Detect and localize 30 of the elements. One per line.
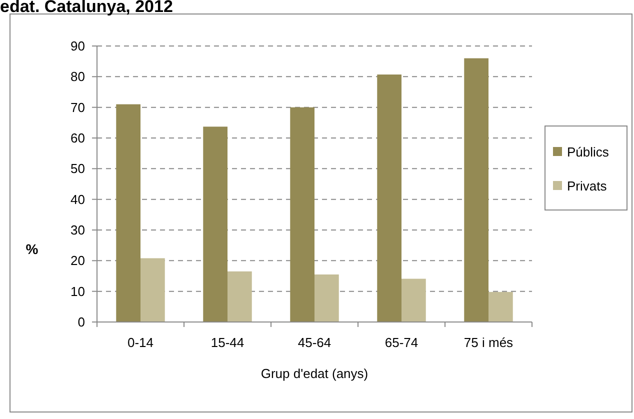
- y-tick-label: 10: [70, 284, 85, 299]
- y-tick-label: 60: [70, 130, 85, 146]
- legend-label: Públics: [567, 144, 610, 160]
- y-tick-label: 20: [70, 253, 85, 268]
- y-tick-label: 0: [78, 314, 85, 330]
- bar: [203, 126, 228, 322]
- y-tick-label: 70: [70, 100, 85, 115]
- y-tick-label: 90: [70, 38, 85, 54]
- bar: [488, 292, 513, 322]
- y-tick-label: 50: [70, 161, 85, 176]
- y-axis-title: %: [26, 241, 39, 257]
- bar: [314, 274, 339, 322]
- bar: [464, 58, 488, 322]
- bar: [402, 278, 426, 322]
- x-tick-label: 0-14: [127, 335, 154, 350]
- bar: [140, 258, 165, 322]
- y-tick-label: 30: [70, 222, 85, 238]
- bar: [116, 104, 140, 322]
- x-axis-title: Grup d'edat (anys): [260, 366, 368, 381]
- x-tick-label: 75 i més: [464, 335, 514, 350]
- legend-label: Privats: [567, 178, 608, 194]
- x-tick-label: 65-74: [384, 335, 418, 350]
- chart-title: edat. Catalunya, 2012: [0, 0, 173, 16]
- bar: [290, 107, 314, 322]
- y-tick-label: 80: [70, 69, 85, 84]
- x-tick-label: 15-44: [210, 335, 244, 350]
- bar: [377, 74, 402, 322]
- y-tick-label: 40: [70, 192, 85, 207]
- x-tick-label: 45-64: [298, 335, 332, 350]
- bar: [228, 271, 252, 322]
